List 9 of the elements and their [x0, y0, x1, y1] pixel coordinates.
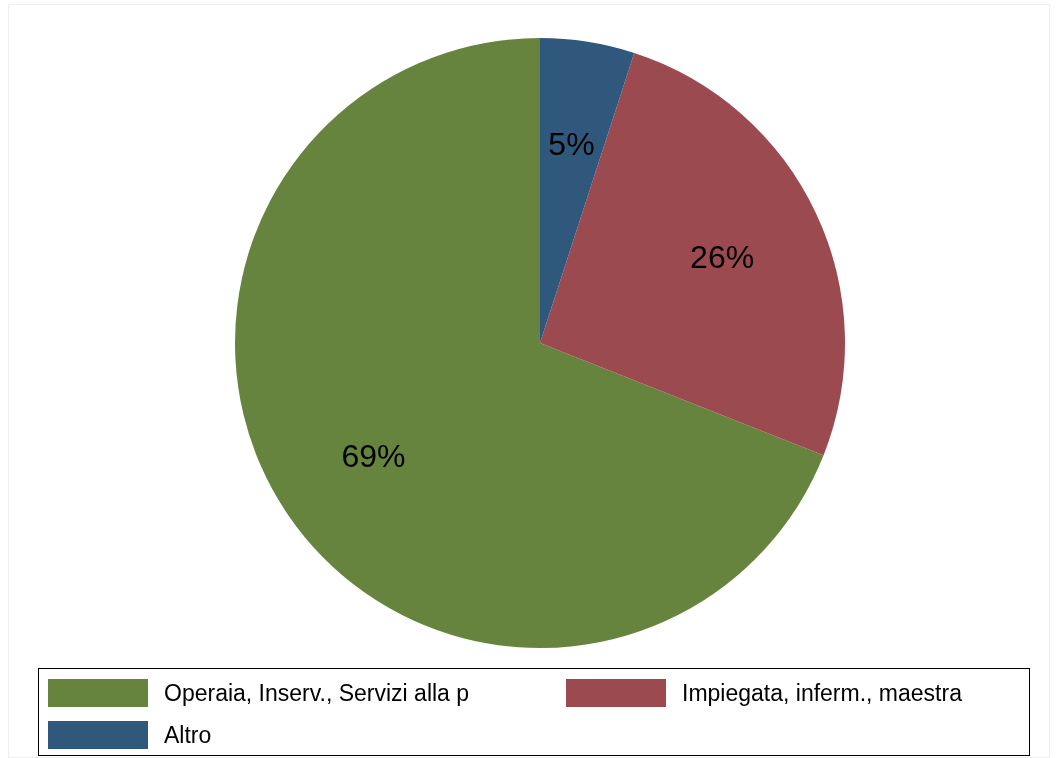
pie-slice: [235, 38, 824, 648]
legend-label: Altro: [164, 721, 212, 749]
data-label: 5%: [548, 126, 595, 163]
legend-label: Operaia, Inserv., Servizi alla p: [164, 679, 470, 707]
pie-slice: [540, 38, 635, 343]
data-label: 26%: [690, 239, 755, 276]
legend-label: Impiegata, inferm., maestra: [682, 679, 962, 707]
pie-slice: [540, 52, 845, 456]
data-label: 69%: [341, 438, 406, 475]
